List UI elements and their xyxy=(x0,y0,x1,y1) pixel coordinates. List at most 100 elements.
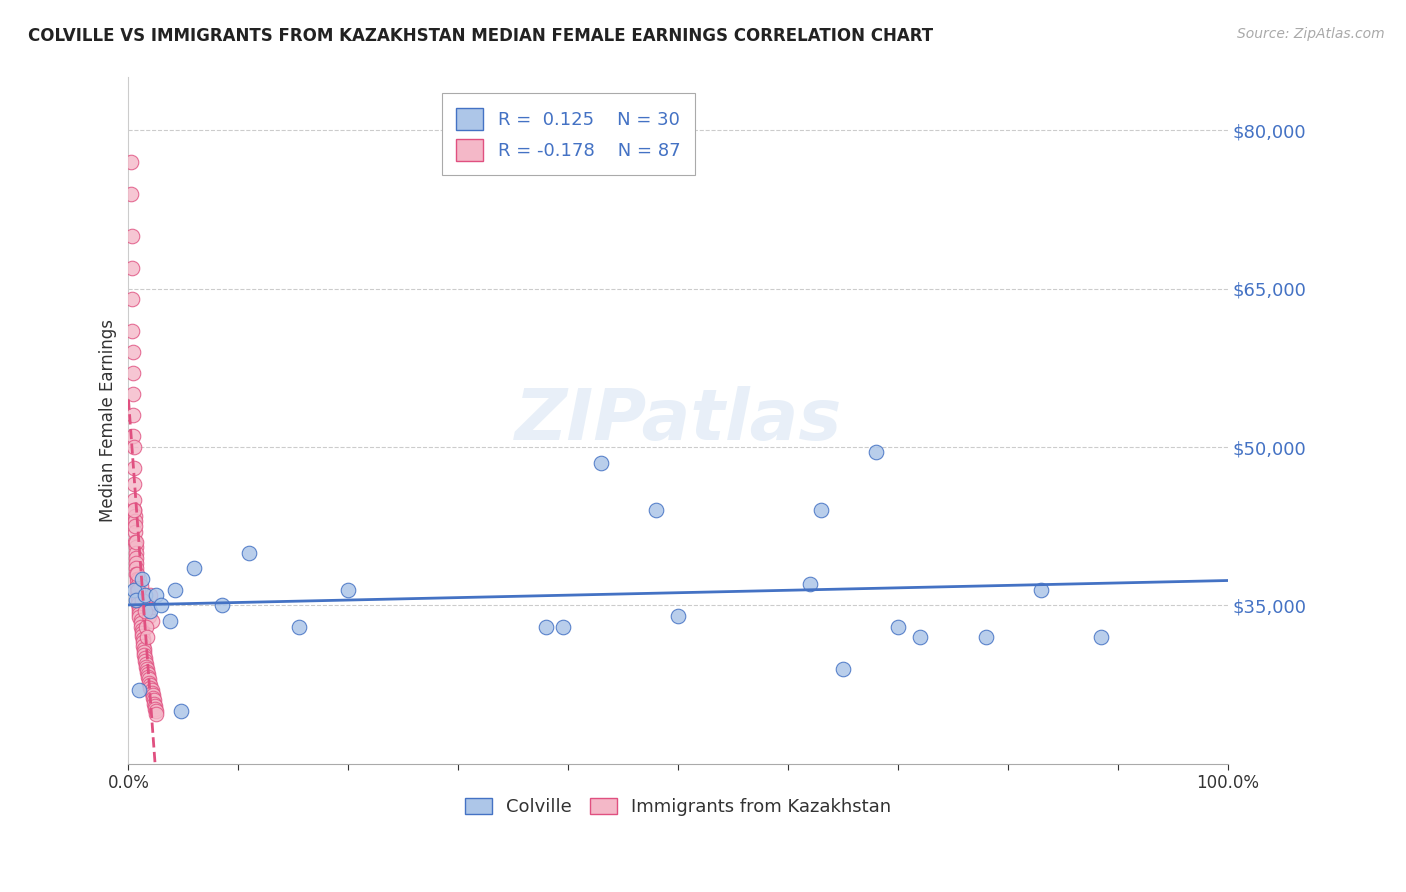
Point xyxy=(125,546,148,560)
Point xyxy=(337,582,360,597)
Point xyxy=(128,572,150,586)
Point xyxy=(666,609,689,624)
Point xyxy=(183,561,205,575)
Point xyxy=(139,681,162,695)
Point xyxy=(139,678,162,692)
Point xyxy=(138,609,160,624)
Point xyxy=(129,619,152,633)
Point xyxy=(122,345,145,359)
Point xyxy=(128,600,150,615)
Point xyxy=(145,588,167,602)
Point xyxy=(810,503,832,517)
Point xyxy=(121,292,143,306)
Point xyxy=(129,616,152,631)
Point xyxy=(1029,582,1052,597)
Point xyxy=(141,686,163,700)
Text: Source: ZipAtlas.com: Source: ZipAtlas.com xyxy=(1237,27,1385,41)
Point xyxy=(122,461,145,475)
Legend: Colville, Immigrants from Kazakhstan: Colville, Immigrants from Kazakhstan xyxy=(457,790,898,823)
Point xyxy=(887,619,910,633)
Point xyxy=(908,630,931,644)
Point xyxy=(122,477,145,491)
Point xyxy=(141,614,163,628)
Point xyxy=(120,186,142,201)
Point xyxy=(142,688,165,702)
Point xyxy=(129,613,152,627)
Point xyxy=(125,535,148,549)
Point xyxy=(134,654,156,668)
Point xyxy=(134,651,156,665)
Point xyxy=(159,614,181,628)
Point xyxy=(122,492,145,507)
Point xyxy=(122,582,145,597)
Point xyxy=(591,456,613,470)
Point xyxy=(124,524,146,539)
Point xyxy=(125,561,148,575)
Point xyxy=(121,324,143,338)
Point xyxy=(127,566,149,581)
Point xyxy=(122,409,145,423)
Point xyxy=(125,556,148,570)
Point xyxy=(127,594,149,608)
Point xyxy=(124,535,146,549)
Point xyxy=(127,582,149,597)
Point xyxy=(143,702,166,716)
Point xyxy=(142,697,165,711)
Point xyxy=(534,619,557,633)
Point xyxy=(131,623,153,637)
Point xyxy=(141,682,163,697)
Point xyxy=(132,632,155,647)
Point xyxy=(122,503,145,517)
Point xyxy=(145,704,167,718)
Point xyxy=(125,566,148,581)
Point xyxy=(127,591,149,605)
Point xyxy=(142,693,165,707)
Point xyxy=(832,662,855,676)
Point xyxy=(122,387,145,401)
Point xyxy=(132,639,155,653)
Point xyxy=(136,630,159,644)
Point xyxy=(551,619,574,633)
Point xyxy=(136,667,159,681)
Text: COLVILLE VS IMMIGRANTS FROM KAZAKHSTAN MEDIAN FEMALE EARNINGS CORRELATION CHART: COLVILLE VS IMMIGRANTS FROM KAZAKHSTAN M… xyxy=(28,27,934,45)
Point xyxy=(238,546,260,560)
Point xyxy=(132,648,155,662)
Point xyxy=(122,366,145,380)
Point xyxy=(138,673,160,687)
Point xyxy=(135,659,157,673)
Point xyxy=(170,704,193,718)
Point xyxy=(139,604,162,618)
Point xyxy=(124,519,146,533)
Point xyxy=(127,598,149,612)
Point xyxy=(125,541,148,555)
Point xyxy=(132,641,155,656)
Point xyxy=(145,707,167,722)
Point xyxy=(128,610,150,624)
Point xyxy=(131,593,153,607)
Point xyxy=(128,604,150,618)
Point xyxy=(131,629,153,643)
Point xyxy=(150,599,173,613)
Point xyxy=(974,630,997,644)
Point xyxy=(142,691,165,706)
Point xyxy=(135,619,157,633)
Point xyxy=(127,583,149,598)
Point xyxy=(122,440,145,454)
Point xyxy=(127,588,149,602)
Point xyxy=(163,582,186,597)
Point xyxy=(136,662,159,676)
Point xyxy=(122,429,145,443)
Point xyxy=(865,445,887,459)
Point xyxy=(288,619,311,633)
Point xyxy=(125,550,148,565)
Point xyxy=(124,514,146,528)
Point xyxy=(121,260,143,275)
Point xyxy=(799,577,821,591)
Point xyxy=(127,572,149,586)
Point xyxy=(136,599,159,613)
Point xyxy=(121,228,143,243)
Point xyxy=(131,626,153,640)
Point xyxy=(139,588,162,602)
Point xyxy=(131,572,153,586)
Point xyxy=(134,588,156,602)
